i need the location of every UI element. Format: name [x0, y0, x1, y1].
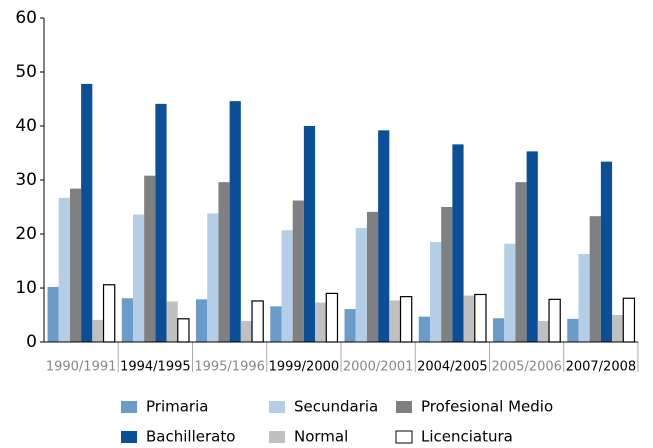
x-tick-label: 2004/2005: [417, 360, 488, 375]
legend-swatch: [395, 430, 413, 444]
x-tick-label: 1990/1991: [46, 360, 117, 375]
bar: [69, 188, 82, 342]
x-tick-label: 1999/2000: [269, 360, 340, 375]
bar: [389, 300, 401, 342]
legend-swatch: [121, 401, 137, 413]
y-tick-label: 0: [26, 332, 37, 352]
bar: [121, 298, 133, 342]
legend-label: Secundaria: [294, 398, 378, 416]
bar: [58, 197, 70, 342]
bar: [47, 286, 59, 342]
bar: [622, 297, 636, 343]
bar: [429, 242, 442, 342]
bar: [493, 318, 505, 342]
bar: [578, 253, 590, 342]
y-tick-label: 60: [15, 8, 37, 28]
x-tick-label: 2007/2008: [566, 360, 637, 375]
bar: [303, 126, 316, 342]
bar: [515, 182, 527, 342]
bar: [229, 101, 241, 342]
bar: [102, 284, 116, 343]
legend-swatch: [269, 431, 285, 443]
bar: [600, 161, 613, 342]
bar: [612, 315, 624, 342]
bar: [196, 299, 208, 342]
x-tick-label: 1995/1996: [194, 360, 265, 375]
y-tick-label: 50: [15, 62, 37, 82]
bar: [548, 298, 561, 343]
x-tick-label: 2000/2001: [343, 360, 414, 375]
y-tick-label: 10: [15, 278, 37, 298]
bar: [418, 316, 430, 342]
legend-swatch: [396, 401, 412, 413]
bar: [463, 295, 475, 342]
bar: [452, 144, 464, 342]
bar: [177, 318, 190, 343]
bar: [92, 319, 104, 342]
bar: [144, 175, 156, 342]
bar: [251, 300, 264, 343]
bar: [441, 207, 453, 342]
bar: [132, 214, 145, 342]
bar: [315, 302, 327, 342]
bar: [366, 211, 379, 342]
bar: [325, 292, 339, 343]
bar: [355, 228, 367, 342]
bar: [218, 182, 230, 342]
legend-label: Licenciatura: [421, 428, 513, 446]
y-tick-label: 20: [15, 224, 37, 244]
bar: [281, 230, 293, 342]
legend-swatch: [121, 431, 137, 443]
bar: [207, 213, 219, 342]
bar: [399, 296, 413, 343]
legend-swatch: [269, 401, 285, 413]
y-tick-label: 30: [15, 170, 37, 190]
bar: [155, 103, 167, 342]
legend-label: Bachillerato: [146, 428, 235, 446]
y-tick-label: 40: [15, 116, 37, 136]
x-tick-label: 1994/1995: [120, 360, 191, 375]
legend-label: Profesional Medio: [421, 398, 553, 416]
bar: [567, 318, 579, 342]
bar: [589, 216, 601, 342]
x-tick-label: 2005/2006: [491, 360, 562, 375]
bar: [526, 151, 538, 342]
bar: [504, 243, 516, 342]
bar: [474, 293, 487, 343]
legend-label: Normal: [294, 428, 348, 446]
bar: [81, 83, 93, 342]
bar: [166, 301, 178, 342]
bar: [378, 130, 390, 342]
legend-label: Primaria: [146, 398, 208, 416]
bar: [270, 306, 282, 342]
bar: [240, 320, 253, 342]
bar: [292, 200, 304, 342]
bar: [537, 320, 550, 342]
bar: [344, 309, 356, 342]
